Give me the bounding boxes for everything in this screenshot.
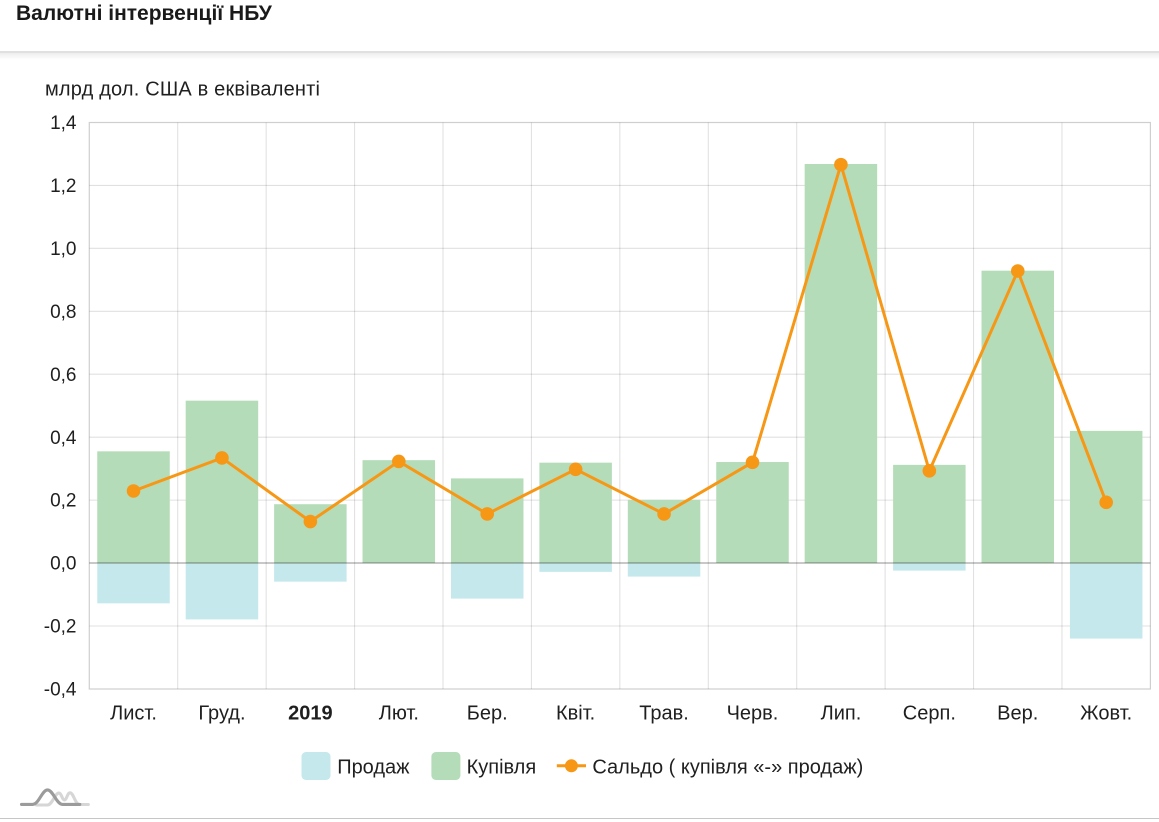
svg-text:Купівля: Купівля [467, 756, 537, 778]
svg-text:Лист.: Лист. [110, 703, 157, 725]
svg-text:1,2: 1,2 [50, 176, 76, 197]
svg-text:Черв.: Черв. [727, 703, 779, 725]
svg-text:0,0: 0,0 [50, 554, 76, 575]
svg-text:Груд.: Груд. [198, 703, 245, 725]
svg-text:Жовт.: Жовт. [1080, 703, 1132, 725]
svg-text:-0,4: -0,4 [44, 680, 77, 701]
svg-text:0,8: 0,8 [50, 302, 76, 323]
svg-text:Продаж: Продаж [337, 756, 410, 778]
svg-text:Трав.: Трав. [639, 703, 689, 725]
svg-text:Бер.: Бер. [467, 703, 508, 725]
svg-text:Лип.: Лип. [821, 703, 862, 725]
svg-text:0,6: 0,6 [50, 365, 76, 386]
svg-text:1,0: 1,0 [50, 239, 76, 260]
svg-text:Сальдо ( купівля «-» продаж): Сальдо ( купівля «-» продаж) [592, 756, 863, 778]
svg-text:0,2: 0,2 [50, 491, 76, 512]
svg-text:1,4: 1,4 [50, 113, 77, 134]
svg-text:-0,2: -0,2 [44, 617, 77, 638]
svg-text:Лют.: Лют. [379, 703, 419, 725]
svg-text:2019: 2019 [288, 703, 333, 725]
svg-text:Вер.: Вер. [997, 703, 1038, 725]
svg-text:Квіт.: Квіт. [556, 703, 595, 725]
svg-text:млрд дол. США в еквіваленті: млрд дол. США в еквіваленті [45, 79, 320, 101]
svg-text:Серп.: Серп. [903, 703, 956, 725]
svg-text:0,4: 0,4 [50, 428, 77, 449]
